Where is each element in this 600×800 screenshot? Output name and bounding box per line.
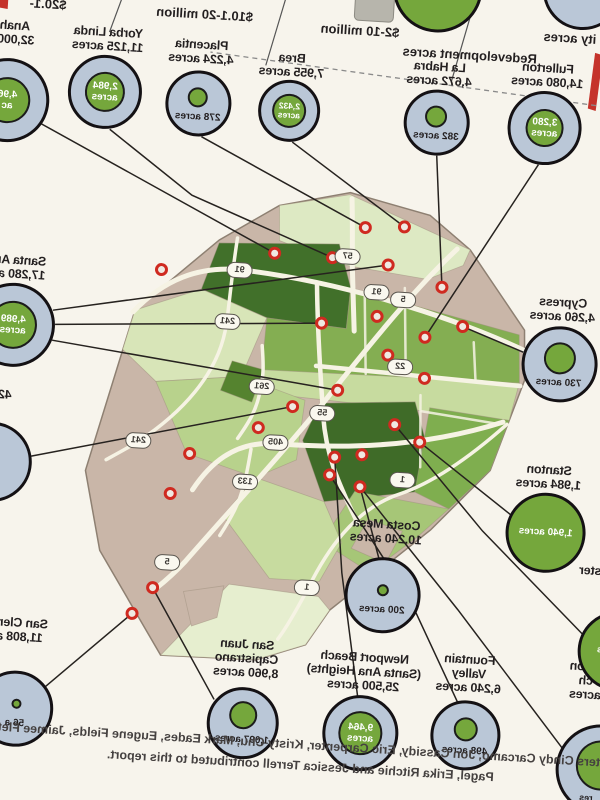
route-shield-5: 5 <box>389 291 417 309</box>
route-shield-57: 57 <box>334 247 362 266</box>
route-shield-91: 91 <box>363 283 390 302</box>
redevelopment-inner-circle <box>228 700 259 730</box>
redevelopment-inner-circle <box>543 341 577 376</box>
redevelopment-inner-circle: 4,989 acres <box>0 299 39 351</box>
route-shield-261: 261 <box>248 377 276 396</box>
redevelopment-inner-circle <box>11 698 22 710</box>
redevelopment-inner-circle <box>453 716 479 743</box>
route-shield-1: 1 <box>293 578 321 597</box>
route-shield-55: 55 <box>308 404 336 423</box>
redevelopment-inner-circle <box>424 104 448 129</box>
leader-lines <box>31 121 585 752</box>
route-shield-133: 133 <box>231 473 259 491</box>
map-dots <box>125 220 470 620</box>
legend-swatch <box>353 0 396 23</box>
red-edge-marks <box>0 0 600 112</box>
route-shield-22: 22 <box>386 358 414 376</box>
redevelopment-inner-circle: 3,280 acres <box>524 107 565 149</box>
route-shield-241: 241 <box>124 431 152 450</box>
redevelopment-inner-circle: 4,96 ac <box>0 75 32 125</box>
route-shield-405: 405 <box>261 433 289 452</box>
route-shield-91: 91 <box>226 261 254 279</box>
route-shield-5: 5 <box>153 553 181 572</box>
redevelopment-inner-circle: 2,984 acres <box>83 70 127 114</box>
route-shield-1: 1 <box>388 471 416 489</box>
route-shield-241: 241 <box>214 312 241 331</box>
redevelopment-inner-circle: 2,432 acres <box>271 92 308 129</box>
redevelopment-inner-circle <box>187 86 209 108</box>
label-san-juan-capistrano: San Juan Capistrano 8,960 acres <box>175 633 317 683</box>
redevelopment-inner-circle <box>376 583 390 597</box>
